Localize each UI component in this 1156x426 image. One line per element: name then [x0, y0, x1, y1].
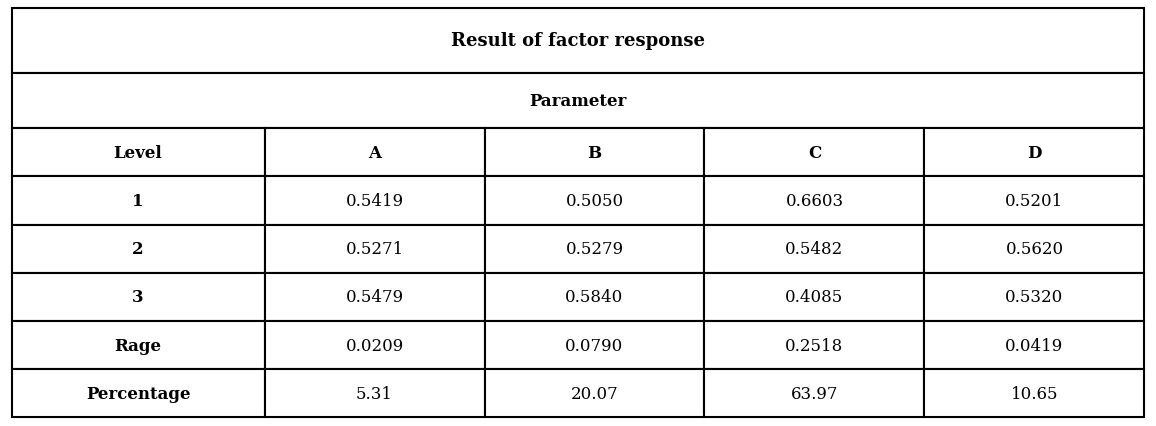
Bar [925, 225, 1144, 273]
Text: Level: Level [113, 144, 163, 161]
Text: 63.97: 63.97 [791, 385, 838, 402]
Text: 0.5620: 0.5620 [1006, 241, 1064, 258]
Text: 0.2518: 0.2518 [785, 337, 844, 354]
Bar [265, 369, 484, 417]
Bar [265, 273, 484, 321]
Bar [265, 225, 484, 273]
Bar [925, 369, 1144, 417]
Bar [12, 73, 1144, 129]
Text: 0.4085: 0.4085 [785, 289, 844, 306]
Text: C: C [808, 144, 821, 161]
Text: 0.5419: 0.5419 [346, 193, 403, 210]
Bar [925, 177, 1144, 225]
Text: Rage: Rage [114, 337, 162, 354]
Bar [12, 129, 265, 177]
Text: Parameter: Parameter [529, 93, 627, 109]
Bar [484, 129, 704, 177]
Bar [484, 225, 704, 273]
Text: 1: 1 [132, 193, 143, 210]
Bar [12, 9, 1144, 73]
Text: 5.31: 5.31 [356, 385, 393, 402]
Text: Percentage: Percentage [86, 385, 191, 402]
Bar [704, 129, 925, 177]
Bar [925, 321, 1144, 369]
Bar [704, 321, 925, 369]
Text: 0.0790: 0.0790 [565, 337, 623, 354]
Text: 0.0419: 0.0419 [1006, 337, 1064, 354]
Bar [12, 369, 265, 417]
Text: 2: 2 [132, 241, 143, 258]
Bar [704, 225, 925, 273]
Text: 0.5320: 0.5320 [1006, 289, 1064, 306]
Bar [925, 273, 1144, 321]
Text: Result of factor response: Result of factor response [451, 32, 705, 50]
Text: 0.5050: 0.5050 [565, 193, 623, 210]
Text: 0.5482: 0.5482 [785, 241, 844, 258]
Bar [704, 369, 925, 417]
Bar [484, 321, 704, 369]
Text: 3: 3 [132, 289, 143, 306]
Text: 0.5201: 0.5201 [1006, 193, 1064, 210]
Bar [12, 177, 265, 225]
Text: 20.07: 20.07 [571, 385, 618, 402]
Bar [12, 225, 265, 273]
Bar [925, 129, 1144, 177]
Text: D: D [1028, 144, 1042, 161]
Bar [265, 321, 484, 369]
Bar [265, 129, 484, 177]
Bar [265, 177, 484, 225]
Bar [12, 273, 265, 321]
Text: 0.5271: 0.5271 [346, 241, 403, 258]
Text: 0.5279: 0.5279 [565, 241, 623, 258]
Text: A: A [368, 144, 381, 161]
Bar [484, 369, 704, 417]
Text: 0.0209: 0.0209 [346, 337, 403, 354]
Bar [704, 177, 925, 225]
Bar [704, 273, 925, 321]
Text: 0.5479: 0.5479 [346, 289, 403, 306]
Bar [484, 273, 704, 321]
Bar [12, 321, 265, 369]
Text: 10.65: 10.65 [1010, 385, 1058, 402]
Bar [484, 177, 704, 225]
Text: 0.5840: 0.5840 [565, 289, 623, 306]
Text: 0.6603: 0.6603 [785, 193, 844, 210]
Text: B: B [587, 144, 601, 161]
